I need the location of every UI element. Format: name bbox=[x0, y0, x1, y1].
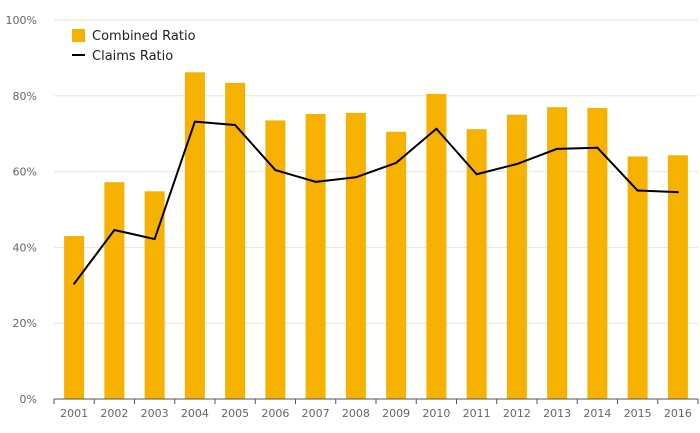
point-claims-ratio bbox=[314, 180, 317, 183]
point-claims-ratio bbox=[596, 146, 599, 149]
x-tick-label: 2002 bbox=[100, 407, 128, 420]
bar-combined-ratio bbox=[386, 131, 407, 399]
y-tick-label: 80% bbox=[13, 90, 37, 103]
line-claims-ratio bbox=[73, 120, 678, 285]
x-tick-label: 2003 bbox=[141, 407, 169, 420]
x-tick-label: 2008 bbox=[342, 407, 370, 420]
x-tick-label: 2011 bbox=[463, 407, 491, 420]
x-tick-label: 2016 bbox=[664, 407, 692, 420]
y-tick-label: 0% bbox=[20, 393, 37, 406]
legend-label-combined-ratio: Combined Ratio bbox=[92, 29, 196, 44]
point-claims-ratio bbox=[274, 169, 277, 172]
point-claims-ratio bbox=[475, 173, 478, 176]
line-series bbox=[73, 120, 679, 285]
legend: Combined Ratio Claims Ratio bbox=[72, 29, 196, 64]
bar-series bbox=[64, 72, 688, 400]
bar-combined-ratio bbox=[305, 113, 326, 399]
point-claims-ratio bbox=[113, 228, 116, 231]
x-tick-label: 2007 bbox=[302, 407, 330, 420]
point-claims-ratio bbox=[73, 282, 76, 285]
x-tick-label: 2010 bbox=[422, 407, 450, 420]
bar-combined-ratio bbox=[506, 114, 527, 399]
y-tick-label: 20% bbox=[13, 317, 37, 330]
bar-combined-ratio bbox=[225, 82, 246, 399]
bar-combined-ratio bbox=[345, 112, 366, 399]
x-tick-label: 2013 bbox=[543, 407, 571, 420]
x-tick-label: 2012 bbox=[503, 407, 531, 420]
bar-combined-ratio bbox=[667, 155, 688, 399]
point-claims-ratio bbox=[354, 176, 357, 179]
bar-combined-ratio bbox=[144, 191, 165, 399]
axes: 0% 20% 40% 60% 80% 100% 2001 2002 2003 2004 2005 20… bbox=[6, 14, 699, 420]
bar-combined-ratio bbox=[104, 182, 125, 399]
point-claims-ratio bbox=[435, 127, 438, 130]
bar-combined-ratio bbox=[426, 93, 447, 399]
x-tick-label: 2009 bbox=[382, 407, 410, 420]
point-claims-ratio bbox=[395, 161, 398, 164]
point-claims-ratio bbox=[636, 189, 639, 192]
x-tick-label: 2015 bbox=[624, 407, 652, 420]
bar-combined-ratio bbox=[587, 107, 608, 399]
bar-combined-ratio bbox=[64, 236, 85, 399]
x-tick-label: 2006 bbox=[261, 407, 289, 420]
point-claims-ratio bbox=[556, 147, 559, 150]
bar-combined-ratio bbox=[547, 107, 568, 400]
y-tick-label: 100% bbox=[6, 14, 37, 27]
point-claims-ratio bbox=[193, 120, 196, 123]
point-claims-ratio bbox=[676, 191, 679, 194]
x-tick-label: 2014 bbox=[583, 407, 611, 420]
point-claims-ratio bbox=[153, 238, 156, 241]
y-tick-label: 60% bbox=[13, 166, 37, 179]
y-tick-label: 40% bbox=[13, 241, 37, 254]
bar-combined-ratio bbox=[184, 72, 205, 399]
legend-label-claims-ratio: Claims Ratio bbox=[92, 49, 173, 64]
x-tick-label: 2004 bbox=[181, 407, 209, 420]
x-tick-label: 2001 bbox=[60, 407, 88, 420]
point-claims-ratio bbox=[515, 163, 518, 166]
x-tick-label: 2005 bbox=[221, 407, 249, 420]
bar-combined-ratio bbox=[627, 156, 648, 399]
point-claims-ratio bbox=[234, 123, 237, 126]
bar-combined-ratio bbox=[466, 129, 487, 400]
bar-combined-ratio bbox=[265, 120, 286, 399]
legend-swatch-combined-ratio bbox=[72, 29, 85, 42]
